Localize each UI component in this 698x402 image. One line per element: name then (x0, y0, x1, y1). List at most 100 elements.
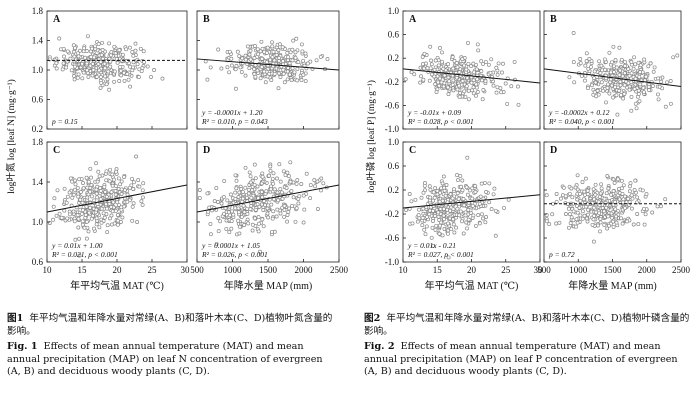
data-point (261, 224, 266, 229)
regression-line (196, 184, 340, 213)
data-point (617, 197, 622, 202)
data-point (658, 204, 663, 209)
data-point (599, 80, 604, 85)
data-point (96, 42, 101, 46)
data-point (265, 45, 270, 50)
data-point (271, 49, 276, 54)
data-point (563, 194, 568, 199)
data-point (495, 85, 500, 90)
data-point (420, 223, 425, 228)
data-point (72, 219, 77, 224)
data-point (113, 208, 118, 213)
data-point (598, 229, 602, 234)
data-point (84, 175, 89, 180)
data-point (516, 102, 521, 107)
data-point (243, 57, 248, 62)
data-point (458, 209, 463, 214)
data-point (413, 197, 418, 202)
data-point (611, 224, 616, 229)
regression-line (402, 68, 541, 84)
data-point (644, 192, 649, 197)
data-point (68, 56, 73, 61)
data-point (571, 31, 576, 35)
data-point (558, 196, 563, 201)
data-point (278, 179, 283, 184)
data-point (609, 192, 614, 197)
data-point (635, 212, 640, 216)
data-point (253, 176, 258, 181)
data-point (567, 75, 572, 80)
stats-annotation: y = 0.01x - 0.21 (407, 241, 456, 250)
data-point (255, 68, 260, 73)
data-point (633, 76, 638, 81)
data-point (72, 77, 77, 82)
data-point (484, 215, 489, 219)
data-point (225, 65, 230, 70)
data-point (78, 48, 82, 53)
data-point (652, 65, 657, 70)
data-point (590, 222, 595, 227)
data-point (236, 206, 241, 211)
data-point (116, 202, 121, 207)
panel-fig1-A: 0.2 0.6 1.0 1.4 1.8 Ap = 0.15 (32, 6, 188, 134)
data-point (284, 186, 289, 190)
data-point (256, 215, 261, 220)
data-point (476, 48, 481, 53)
data-point (149, 74, 153, 79)
data-point (460, 57, 465, 62)
data-point (455, 206, 460, 211)
data-point (303, 51, 308, 56)
data-point (433, 214, 437, 218)
data-point (587, 57, 592, 61)
data-point (231, 212, 236, 217)
data-point (575, 220, 580, 225)
data-point (229, 226, 234, 231)
data-point (234, 178, 239, 183)
data-point (650, 84, 655, 88)
data-point (92, 226, 96, 231)
data-point (152, 68, 156, 72)
data-point (601, 88, 606, 93)
data-point (592, 69, 597, 74)
data-point (433, 186, 438, 191)
data-point (125, 72, 130, 76)
data-point (427, 78, 432, 83)
data-point (78, 197, 83, 202)
data-point (578, 57, 583, 61)
data-point (61, 46, 66, 51)
data-point (270, 229, 274, 234)
data-point (82, 46, 87, 51)
data-point (626, 196, 631, 201)
data-point (427, 184, 432, 189)
data-point (602, 196, 607, 201)
data-point (638, 82, 643, 87)
figure1-caption-en-label: Fig. 1 (7, 341, 38, 353)
data-point (611, 189, 616, 194)
data-point (493, 233, 498, 238)
data-point (250, 228, 255, 233)
data-point (450, 196, 455, 201)
data-point (228, 192, 233, 197)
data-point (248, 207, 253, 212)
data-point (593, 80, 598, 85)
data-point (586, 86, 590, 91)
data-point (474, 67, 479, 72)
data-point (288, 179, 293, 184)
data-point (304, 171, 309, 176)
data-point (478, 194, 483, 199)
data-point (607, 91, 612, 96)
data-point (417, 207, 422, 212)
data-point (494, 90, 499, 95)
data-point (465, 76, 470, 80)
data-point (435, 74, 440, 79)
data-point (423, 232, 428, 237)
data-point (208, 221, 213, 226)
data-point (308, 196, 313, 201)
data-point (611, 95, 616, 100)
data-point (65, 216, 70, 221)
y-tick-label: 1.4 (32, 36, 44, 46)
data-point (205, 191, 210, 196)
x-tick-label: 10 (399, 265, 409, 275)
data-point (125, 199, 130, 204)
